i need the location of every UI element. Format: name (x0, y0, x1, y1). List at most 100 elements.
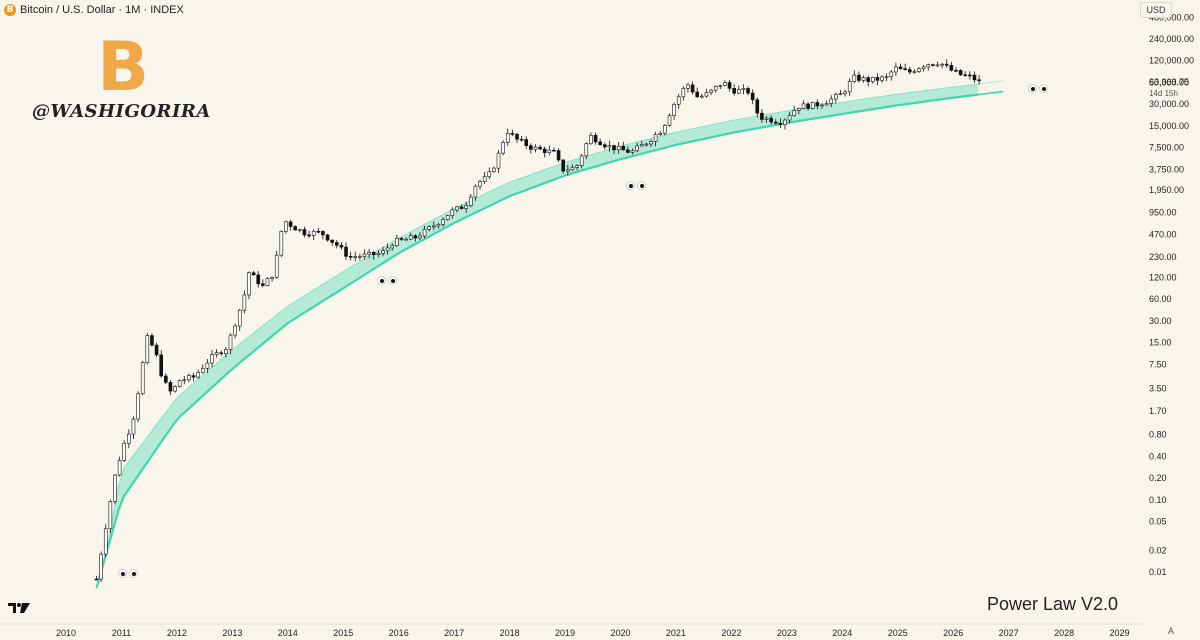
candle (519, 135, 524, 142)
candle (621, 141, 626, 151)
year-tick-label: 2019 (555, 628, 575, 638)
indicator-name: Power Law V2.0 (987, 594, 1119, 614)
candle (108, 499, 113, 533)
candle (695, 87, 700, 98)
candle (972, 71, 977, 84)
price-tick-label: 0.10 (1149, 495, 1167, 505)
candle (422, 225, 427, 239)
time-axis[interactable]: 2010 2011 2012 2013 2014 2015 2016 2017 2018 2019… (0, 623, 1142, 638)
price-tick-label: 7.50 (1149, 359, 1167, 369)
candle (164, 373, 168, 385)
candle (940, 63, 944, 69)
candle (150, 333, 154, 347)
candle (755, 97, 760, 118)
candle (787, 111, 792, 124)
price-axis[interactable]: 480,000.00 240,000.00 120,000.00 60,000.00 3… (1149, 12, 1194, 577)
candle (270, 276, 274, 282)
candle (307, 230, 311, 239)
candle (575, 164, 579, 171)
candle (612, 144, 616, 155)
candle (579, 154, 584, 169)
candle (418, 232, 422, 241)
year-tick-label: 2014 (278, 628, 298, 638)
candle (538, 144, 542, 151)
year-tick-label: 2029 (1110, 628, 1130, 638)
price-tick-label: 240,000.00 (1149, 34, 1194, 44)
last-price-marker: 63,363.75 14d 15h (1149, 77, 1189, 98)
candle (367, 248, 371, 259)
candle (385, 243, 390, 255)
candle (191, 372, 196, 382)
candle (487, 167, 492, 180)
candle (736, 85, 741, 95)
candle (279, 230, 284, 258)
chart-header: B Bitcoin / U.S. Dollar · 1M · INDEX (4, 3, 184, 17)
price-tick-label: 1.70 (1149, 406, 1167, 416)
year-tick-label: 2012 (167, 628, 187, 638)
candle (173, 385, 177, 393)
year-tick-label: 2026 (943, 628, 963, 638)
candle (159, 350, 163, 378)
candle (857, 71, 861, 83)
candle (330, 239, 334, 246)
candle (944, 59, 949, 68)
candle (140, 360, 145, 396)
year-tick-label: 2013 (222, 628, 242, 638)
candle (690, 81, 695, 95)
candle (210, 349, 214, 368)
candle (362, 249, 367, 260)
candle (182, 376, 187, 385)
candle (635, 142, 639, 153)
candle (145, 332, 150, 365)
price-tick-label: 0.02 (1149, 545, 1167, 555)
candle (515, 132, 519, 143)
auto-scale-toggle[interactable]: A (1168, 626, 1175, 636)
price-tick-label: 7,500.00 (1149, 143, 1184, 153)
year-tick-label: 2022 (721, 628, 741, 638)
candle (626, 146, 630, 154)
candle (713, 85, 718, 93)
currency-selector[interactable]: USD (1140, 2, 1172, 18)
price-tick-label: 30.00 (1149, 316, 1172, 326)
candle (801, 100, 806, 110)
candle (94, 575, 99, 581)
price-tick-label: 470.00 (1149, 230, 1177, 240)
candle (672, 102, 676, 120)
candle (293, 225, 297, 231)
candle (261, 279, 265, 288)
candle (136, 391, 140, 423)
candle (478, 179, 482, 190)
tradingview-logo-icon[interactable] (8, 601, 30, 615)
candle (727, 79, 732, 92)
candle (265, 277, 270, 287)
candle (589, 132, 593, 145)
candle (778, 118, 783, 129)
candle (746, 86, 750, 96)
candle (464, 201, 468, 213)
year-tick-label: 2027 (999, 628, 1019, 638)
candle (667, 113, 672, 127)
candle (103, 524, 108, 558)
candle (630, 148, 635, 155)
candle (214, 349, 219, 358)
price-tick-label: 1,950.00 (1149, 185, 1184, 195)
candle (773, 119, 778, 125)
candle (524, 136, 529, 149)
candle (533, 144, 538, 153)
candle (852, 70, 857, 84)
candle (806, 102, 810, 111)
candle (598, 138, 602, 146)
author-handle: @WASHIGORIRA (32, 101, 211, 122)
candle (750, 89, 755, 105)
candle (404, 237, 408, 241)
candle (358, 253, 362, 261)
candle (496, 149, 501, 174)
candle (875, 73, 880, 86)
candle (298, 228, 302, 233)
candle (413, 234, 418, 242)
candle (154, 342, 159, 358)
candle (228, 333, 233, 355)
year-tick-label: 2011 (112, 628, 131, 638)
candle (468, 193, 473, 208)
